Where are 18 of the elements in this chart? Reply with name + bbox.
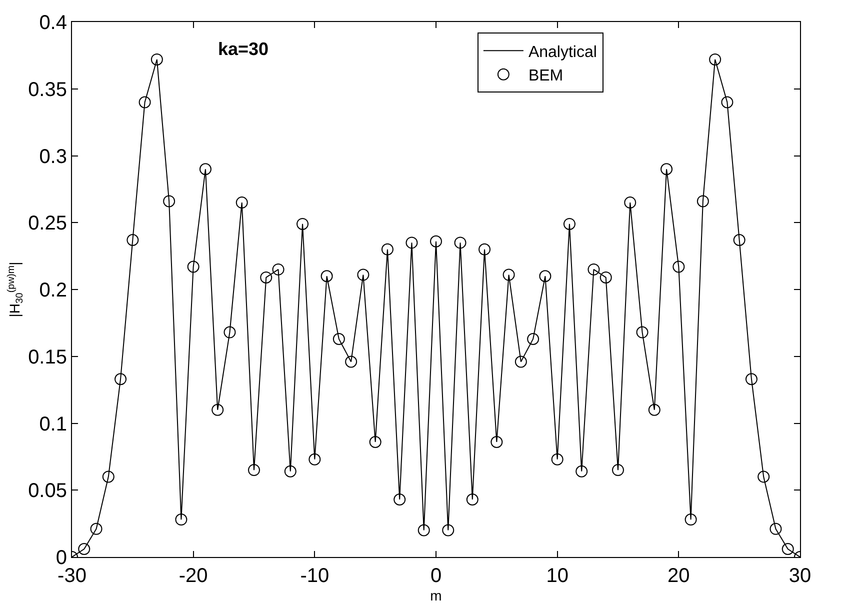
- x-tick-label: -20: [178, 565, 208, 587]
- y-tick-label: 0.3: [39, 146, 67, 168]
- x-tick-label: 10: [546, 565, 568, 587]
- x-tick-label: 0: [430, 565, 442, 587]
- y-tick-label: 0.35: [28, 78, 67, 101]
- x-axis-title: m: [430, 587, 442, 604]
- x-tick-label: 20: [668, 565, 690, 587]
- legend-label: BEM: [528, 68, 564, 85]
- y-tick-label: 0.25: [28, 212, 67, 235]
- x-tick-label: 30: [788, 565, 812, 587]
- legend-label: Analytical: [528, 44, 597, 61]
- x-tick-label: -10: [300, 565, 330, 587]
- y-tick-label: 0.1: [39, 413, 67, 436]
- y-tick-label: 0.4: [39, 12, 67, 34]
- y-tick-label: 0.2: [39, 280, 67, 302]
- y-tick-label: 0.05: [28, 480, 67, 502]
- y-tick-label: 0.15: [28, 346, 67, 368]
- annotation: ka=30: [218, 39, 269, 59]
